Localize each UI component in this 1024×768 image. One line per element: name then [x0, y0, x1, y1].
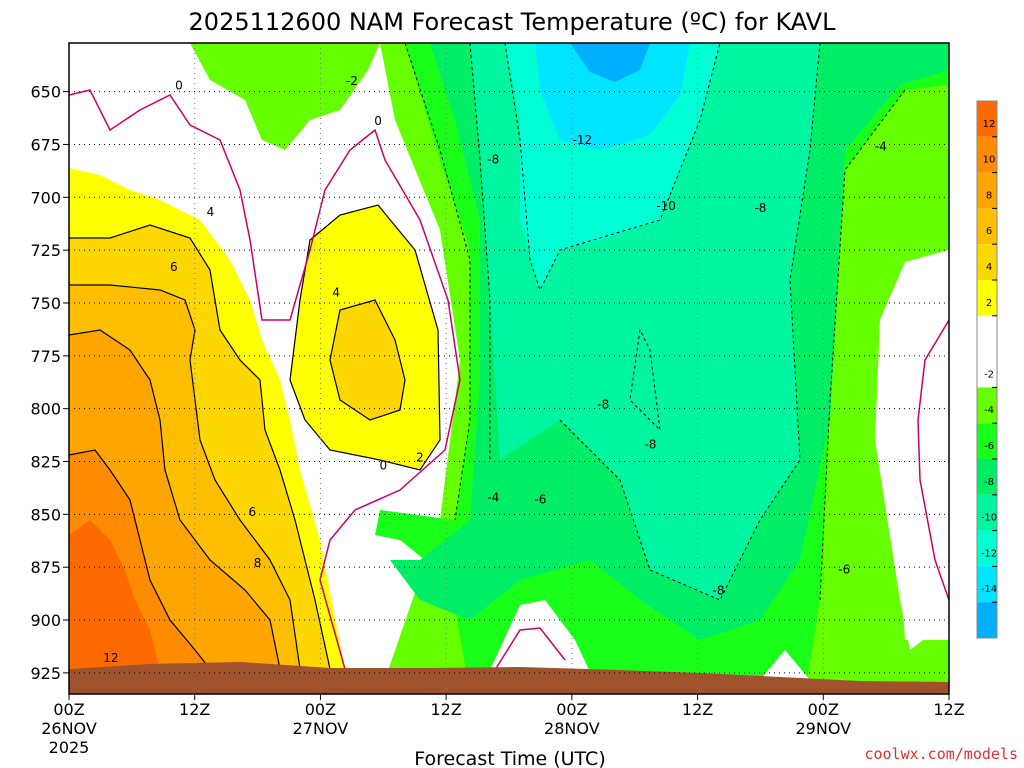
colorbar-tick-label: -10	[981, 513, 997, 524]
contour-label: -6	[534, 493, 546, 507]
colorbar-tick-label: 10	[983, 155, 996, 166]
colorbar-tick-label: -14	[981, 584, 997, 595]
region-near-zero-bottom-right	[760, 650, 810, 680]
contour-label: -8	[644, 438, 656, 452]
region-near-zero-bottom	[490, 600, 590, 672]
contour-label: -4	[875, 140, 887, 154]
contour-label: -8	[597, 397, 609, 411]
colorbar-tick-label: -12	[981, 548, 997, 559]
x-tick-year: 2025	[49, 738, 90, 757]
colorbar-tick-label: -4	[984, 405, 994, 416]
colorbar-bin	[977, 602, 997, 638]
x-tick-date: 26NOV	[41, 719, 97, 738]
y-tick-label: 900	[30, 611, 61, 630]
contour-label: -2	[346, 74, 358, 88]
y-tick-label: 700	[30, 188, 61, 207]
colorbar: 12 10 8 6 4 2 -2 -4 -6 -8 -10 -12 -14	[976, 100, 998, 639]
colorbar-bin	[977, 101, 997, 137]
colorbar-bin	[977, 387, 997, 424]
colorbar-bin	[977, 172, 997, 209]
colorbar-bin	[977, 136, 997, 173]
colorbar-tick-label: 2	[986, 298, 992, 309]
positive-contours	[69, 204, 441, 670]
colorbar-bin	[977, 566, 997, 603]
contour-label: 6	[249, 505, 257, 519]
colorbar-bin	[977, 423, 997, 459]
x-tick-label: 00Z	[53, 700, 84, 719]
negative-contours	[404, 43, 906, 601]
contour-label: -12	[573, 133, 593, 147]
y-tick-label: 750	[30, 294, 61, 313]
colorbar-tick-label: 6	[986, 226, 992, 237]
contour-label: 0	[374, 114, 382, 128]
y-tick-label: 850	[30, 505, 61, 524]
contour-label: -8	[713, 583, 725, 597]
contour-label: -10	[656, 199, 676, 213]
x-tick-label: 12Z	[933, 700, 964, 719]
colorbar-bin	[977, 530, 997, 567]
x-tick-label: 00Z	[556, 700, 587, 719]
contour-label: -6	[838, 562, 850, 576]
contour-label: 0	[175, 78, 183, 92]
region-4-to-6-blob	[330, 300, 405, 420]
colorbar-tick-label: -8	[984, 477, 994, 488]
x-tick-date: 28NOV	[544, 719, 600, 738]
contour-label: -8	[487, 152, 499, 166]
x-axis-label: Forecast Time (UTC)	[414, 748, 605, 768]
contour-label: 4	[332, 285, 340, 299]
y-tick-label: 925	[30, 664, 61, 683]
region-minus-12-to-minus-14	[535, 43, 690, 150]
x-tick-date: 29NOV	[795, 719, 851, 738]
y-tick-label: 675	[30, 135, 61, 154]
contour-label: 0	[379, 459, 387, 473]
contour-label: 12	[103, 651, 118, 665]
contour-label: -4	[487, 490, 499, 504]
contour-label: 4	[207, 205, 215, 219]
contour-label: 8	[254, 556, 262, 570]
colorbar-frame	[976, 100, 998, 639]
temperature-field	[69, 43, 949, 694]
colorbar-tick-label: 12	[983, 119, 996, 130]
contour-label: 2	[416, 450, 424, 464]
x-tick-label: 00Z	[305, 700, 336, 719]
colorbar-tick-label: -6	[984, 441, 994, 452]
colorbar-tick-label: -2	[984, 369, 994, 380]
x-tick-date: 27NOV	[293, 719, 349, 738]
region-minus-14-to-minus-16	[570, 43, 650, 82]
y-axis: 650 675 700 725 750 775 800 825 850 875 900 925	[30, 83, 69, 683]
colorbar-tick-label: 4	[986, 262, 992, 273]
x-tick-label: 00Z	[808, 700, 839, 719]
contour-label: 6	[170, 260, 178, 274]
x-tick-label: 12Z	[179, 700, 210, 719]
contour-labels: 0 -2 0 -12 -8 -4 -10 -8 4 6 4 -8 -8 2 0 -4 -6 6 8 -6 -8 12	[103, 74, 887, 665]
colorbar-bin	[977, 459, 997, 495]
y-tick-label: 875	[30, 558, 61, 577]
terrain-surface	[69, 662, 949, 694]
freezing-contours	[69, 89, 949, 671]
credit-text: coolwx.com/models	[864, 745, 1018, 763]
colorbar-bin	[977, 244, 997, 280]
colorbar-bin	[977, 315, 997, 388]
colorbar-bin	[977, 208, 997, 245]
region-12-to-14	[69, 520, 160, 669]
colorbar-tick-label: 8	[986, 190, 992, 201]
y-tick-label: 775	[30, 347, 61, 366]
chart-title: 2025112600 NAM Forecast Temperature (ºC)…	[189, 8, 837, 36]
y-tick-label: 650	[30, 83, 61, 102]
y-tick-label: 825	[30, 453, 61, 472]
colorbar-bin	[977, 494, 997, 531]
y-tick-label: 800	[30, 400, 61, 419]
x-tick-label: 12Z	[430, 700, 461, 719]
contour-label: -8	[754, 201, 766, 215]
region-cold-pocket-top	[190, 43, 380, 150]
x-tick-label: 12Z	[682, 700, 713, 719]
y-tick-label: 725	[30, 241, 61, 260]
plot-frame	[68, 42, 950, 695]
colorbar-bin	[977, 280, 997, 316]
